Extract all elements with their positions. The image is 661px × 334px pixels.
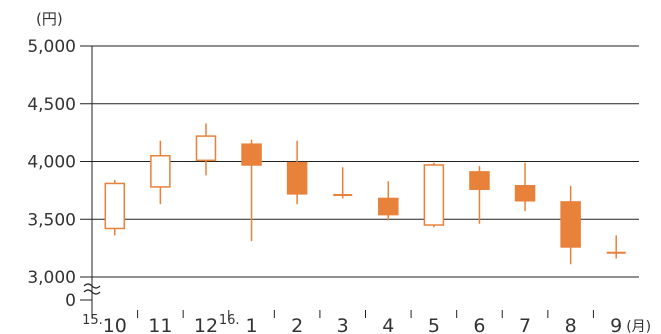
x-axis-labels: 15. 10 11 12 16. 1 2 3 4 5 6 7 8 9 (月) <box>82 313 651 334</box>
x-tick-value: 1 <box>245 315 257 334</box>
candle-body <box>378 197 399 216</box>
y-tick-label: 0 <box>65 291 76 311</box>
candle-body <box>514 185 536 202</box>
x-tick-label: 7 <box>519 315 531 334</box>
x-tick-label: 12 <box>194 315 218 334</box>
x-unit-label: (月) <box>626 319 651 334</box>
x-tick-label: 16. 1 <box>219 313 258 334</box>
x-tick-prefix: 16. <box>219 313 240 328</box>
x-tick-label: 2 <box>291 315 303 334</box>
candles <box>104 123 626 265</box>
x-tick-prefix: 15. <box>82 313 103 328</box>
x-tick-value: 11 <box>148 315 172 334</box>
y-axis: (円) 5,000 4,500 4,000 3,500 3,000 0 <box>27 10 594 318</box>
x-tick-label: 8 <box>565 315 577 334</box>
axis-break-mark <box>83 283 101 289</box>
x-tick-label: 9 (月) <box>610 315 651 334</box>
candle-body <box>469 171 490 190</box>
x-tick-value: 8 <box>565 315 577 334</box>
x-tick-value: 6 <box>473 315 485 334</box>
x-tick-label: 5 <box>428 315 440 334</box>
x-tick-value: 7 <box>519 315 531 334</box>
candle-body <box>241 143 262 166</box>
grid-lines <box>80 45 639 301</box>
x-tick-value: 9 <box>610 315 622 334</box>
x-tick-label: 11 <box>148 315 172 334</box>
y-tick-label: 3,500 <box>27 210 76 230</box>
x-tick-value: 4 <box>382 315 394 334</box>
x-tick-label: 3 <box>337 315 349 334</box>
y-tick-label: 4,000 <box>27 153 76 173</box>
x-tick-value: 12 <box>194 315 218 334</box>
x-tick-label: 6 <box>473 315 485 334</box>
x-tick-value: 2 <box>291 315 303 334</box>
x-tick-label: 15. 10 <box>82 313 127 334</box>
x-tick-value: 3 <box>337 315 349 334</box>
candle-body <box>104 182 126 230</box>
y-tick-label: 3,000 <box>27 268 76 288</box>
candle-body <box>560 201 581 248</box>
y-tick-label: 5,000 <box>27 37 76 57</box>
y-unit-label: (円) <box>36 10 63 28</box>
x-tick-value: 5 <box>428 315 440 334</box>
candle-body <box>423 164 445 226</box>
candle-body <box>150 154 171 188</box>
candle-body <box>286 161 308 195</box>
candle-body <box>195 135 217 162</box>
x-tick-label: 4 <box>382 315 394 334</box>
x-tick-value: 10 <box>103 315 127 334</box>
axis-break-mark <box>83 289 101 295</box>
y-tick-label: 4,500 <box>27 95 76 115</box>
